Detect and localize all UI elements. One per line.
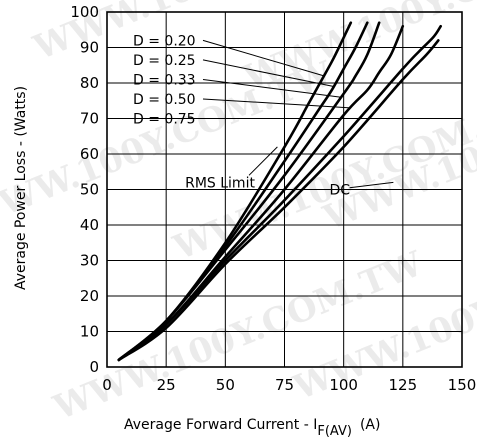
x-tick-label: 150	[448, 376, 477, 394]
leader-line	[202, 78, 342, 98]
leader-line-dc	[349, 181, 394, 189]
y-tick-label: 40	[80, 216, 99, 234]
leader-line	[202, 59, 334, 88]
series-label: D = 0.33	[133, 72, 196, 88]
leader-line-rms	[248, 146, 278, 176]
leader-line	[202, 98, 351, 109]
rms-limit-label: RMS Limit	[185, 175, 255, 191]
x-axis-label-main: Average Forward Current - I	[124, 417, 317, 433]
y-tick-label: 60	[80, 145, 99, 163]
watermark-text: WWW.100Y.COM.TW	[47, 244, 428, 429]
plot-frame	[106, 11, 463, 368]
series-label: D = 0.25	[133, 53, 196, 69]
y-tick-label: 20	[80, 287, 99, 305]
series-label: D = 0.20	[133, 33, 196, 49]
y-axis-label: Average Power Loss - (Watts)	[13, 86, 29, 290]
series-label-dc: DC	[329, 183, 350, 199]
x-axis-label-unit: (A)	[360, 417, 381, 433]
y-tick-label: 80	[80, 74, 99, 92]
y-tick-label: 70	[80, 110, 99, 128]
leader-line	[202, 39, 325, 77]
series-line-dc	[117, 39, 440, 362]
x-tick-label: 25	[157, 376, 176, 394]
tick-labels: 0 10 20 30 40 50 60 70 80 90 100 0 25 50 75 100 125 150	[70, 3, 476, 394]
series-line-d-0-75	[117, 24, 442, 362]
series-label: D = 0.75	[133, 112, 196, 128]
y-tick-label: 30	[80, 252, 99, 270]
y-tick-label: 100	[70, 3, 99, 21]
y-tick-label: 10	[80, 323, 99, 341]
x-tick-label: 0	[102, 376, 112, 394]
x-axis-label-subscript: F(AV)	[317, 424, 352, 437]
series-labels: D = 0.20 D = 0.25 D = 0.33 D = 0.50 D = 0.75…	[133, 33, 350, 198]
x-tick-label: 100	[329, 376, 358, 394]
y-tick-label: 0	[89, 358, 99, 376]
x-tick-label: 75	[275, 376, 294, 394]
x-tick-label: 125	[389, 376, 418, 394]
series-label: D = 0.50	[133, 92, 196, 108]
y-tick-label: 90	[80, 39, 99, 57]
x-axis-label: Average Forward Current - IF(AV) (A)	[124, 417, 380, 437]
y-tick-label: 50	[80, 181, 99, 199]
series-lines	[117, 21, 442, 362]
leader-lines	[202, 39, 394, 189]
x-tick-label: 50	[216, 376, 235, 394]
series-line-d-0-33	[117, 21, 381, 362]
grid	[107, 12, 462, 367]
